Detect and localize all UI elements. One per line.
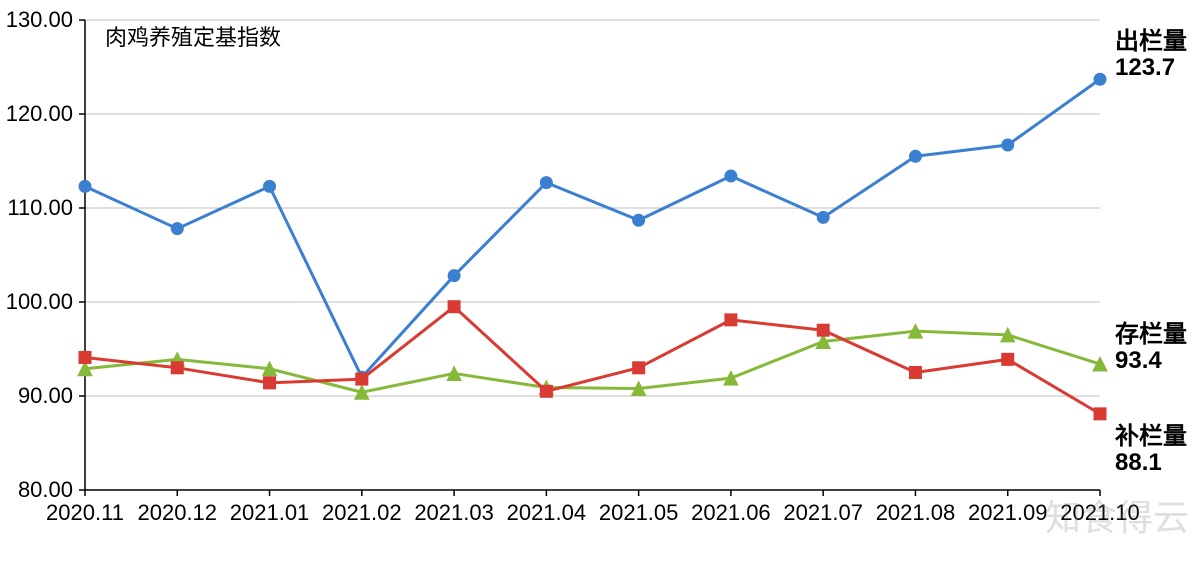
series-marker bbox=[909, 367, 921, 379]
series-marker bbox=[540, 177, 552, 189]
x-tick-label: 2021.03 bbox=[414, 500, 494, 525]
series-end-label-name: 补栏量 bbox=[1115, 423, 1187, 450]
series-marker bbox=[79, 351, 91, 363]
series-marker bbox=[725, 314, 737, 326]
y-tick-label: 90.00 bbox=[18, 383, 73, 408]
x-tick-label: 2021.09 bbox=[968, 500, 1048, 525]
series-marker bbox=[540, 385, 552, 397]
y-tick-label: 110.00 bbox=[7, 195, 73, 220]
watermark: 知食得云 bbox=[1045, 497, 1189, 538]
series-marker bbox=[725, 170, 737, 182]
series-line-存栏量 bbox=[85, 331, 1100, 392]
series-marker bbox=[171, 362, 183, 374]
y-tick-label: 130.00 bbox=[6, 7, 73, 32]
y-tick-label: 100.00 bbox=[6, 289, 73, 314]
series-marker bbox=[633, 362, 645, 374]
series-end-label-name: 出栏量 bbox=[1115, 28, 1187, 55]
series-marker bbox=[817, 211, 829, 223]
series-marker bbox=[264, 377, 276, 389]
chart-container: 80.00 90.00 100.00 110.00 120.00 130.00 2020.1… bbox=[0, 0, 1200, 562]
series-marker bbox=[448, 270, 460, 282]
series-marker bbox=[1002, 139, 1014, 151]
series-marker bbox=[633, 214, 645, 226]
y-tick-label: 80.00 bbox=[18, 477, 73, 502]
x-tick-label: 2021.08 bbox=[876, 500, 956, 525]
x-tick-label: 2021.02 bbox=[322, 500, 402, 525]
x-tick-label: 2021.01 bbox=[230, 500, 310, 525]
x-tick-label: 2021.07 bbox=[783, 500, 863, 525]
series-marker bbox=[79, 180, 91, 192]
series-end-label-value: 93.4 bbox=[1115, 347, 1162, 374]
x-tick-label: 2020.12 bbox=[138, 500, 218, 525]
chart-title: 肉鸡养殖定基指数 bbox=[105, 25, 281, 50]
series-marker bbox=[448, 301, 460, 313]
series-marker bbox=[909, 150, 921, 162]
series-marker bbox=[356, 373, 368, 385]
series-marker bbox=[264, 180, 276, 192]
series-end-label-value: 123.7 bbox=[1115, 54, 1175, 81]
x-tick-label: 2020.11 bbox=[46, 500, 124, 525]
x-tick-label: 2021.04 bbox=[507, 500, 587, 525]
series-marker bbox=[1094, 408, 1106, 420]
series-marker bbox=[1094, 73, 1106, 85]
x-tick-label: 2021.06 bbox=[691, 500, 771, 525]
series-marker bbox=[817, 324, 829, 336]
series-marker bbox=[1002, 353, 1014, 365]
y-tick-label: 120.00 bbox=[6, 101, 73, 126]
series-end-label-value: 88.1 bbox=[1115, 449, 1162, 476]
series-marker bbox=[171, 223, 183, 235]
series-end-label-name: 存栏量 bbox=[1115, 321, 1187, 348]
x-tick-label: 2021.05 bbox=[599, 500, 679, 525]
line-chart: 80.00 90.00 100.00 110.00 120.00 130.00 2020.1… bbox=[0, 0, 1200, 562]
series-line-补栏量 bbox=[85, 307, 1100, 414]
